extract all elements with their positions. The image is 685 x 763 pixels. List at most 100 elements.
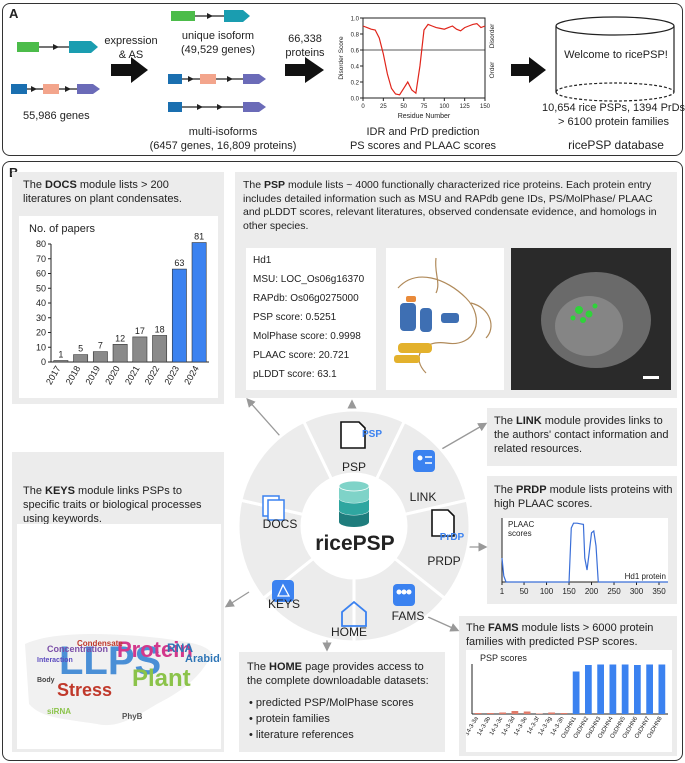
y-tick-label: 80: [36, 239, 46, 249]
panel-a: A: [2, 3, 685, 156]
wheel-label-prdp[interactable]: PRDP: [427, 554, 461, 568]
y-tick-label: 50: [36, 283, 46, 293]
disorder-score-plot: 0.0 0.2 0.4 0.6 0.8 1.0 0 25 50 75 100 125 150 Residu…: [338, 17, 496, 121]
psp-bar: [658, 664, 666, 714]
x-tick-label: 25: [380, 104, 387, 110]
y-tick-label: 0.2: [351, 81, 360, 87]
docs-icon-layer: [267, 499, 285, 521]
paper-bar: [132, 336, 148, 363]
y-tick-label: 0.0: [351, 97, 360, 103]
x-tick-label: 300: [630, 587, 644, 596]
wheel-label-link[interactable]: LINK: [409, 490, 437, 504]
wordcloud-word: PhyB: [122, 712, 143, 721]
home-icon: [341, 600, 367, 627]
wheel-label-psp[interactable]: PSP: [341, 460, 366, 474]
fams-icon-dot: [401, 589, 407, 595]
psp-bar: [523, 711, 531, 714]
multi-isoform-label: multi-isoforms (6457 genes, 16,809 prote…: [149, 126, 297, 152]
psp-bar: [609, 664, 617, 714]
link-icon: [413, 450, 435, 472]
x-tick-label: 75: [421, 104, 428, 110]
x-tick-label: 200: [585, 587, 599, 596]
bar-value-label: 1: [58, 350, 63, 360]
disorder-series-line: [362, 22, 486, 96]
psp-bar: [597, 664, 604, 714]
psp-bar: [646, 664, 653, 714]
psp-bar: [634, 665, 641, 714]
y-tick-label: 0.4: [351, 65, 360, 71]
wordcloud-word: RNA: [167, 641, 193, 655]
wordcloud-word: Protein: [117, 637, 193, 662]
fams-icon-dot: [396, 589, 402, 595]
y-tick-label: 20: [36, 328, 46, 338]
gene-structures-icon: [11, 10, 546, 112]
fams-icon: [393, 584, 415, 606]
x-tick-label: 100: [540, 587, 554, 596]
x-tick-label: 125: [460, 104, 471, 110]
wheel-label-fams[interactable]: FAMS: [391, 609, 425, 623]
bar-value-label: 81: [194, 232, 204, 242]
series-label: PSP scores: [480, 653, 527, 663]
x-tick-label: 50: [400, 104, 407, 110]
wordcloud-word: Body: [37, 677, 55, 684]
link-box: [487, 408, 677, 466]
y-axis-label: Disorder Score: [338, 36, 345, 80]
psp-bar: [487, 713, 494, 714]
wheel-label-docs[interactable]: DOCS: [262, 517, 298, 531]
link-description: The LINK module provides links to the au…: [494, 415, 669, 455]
home-bullet-3: • literature references: [249, 729, 354, 741]
y-tick-label: 30: [36, 313, 46, 323]
x-tick-label: 350: [652, 587, 666, 596]
paper-bar: [191, 242, 207, 363]
psp-bar: [548, 712, 555, 714]
paper-bar: [53, 360, 69, 363]
link-icon-dot: [417, 455, 423, 461]
wordcloud-word: LLPS: [59, 639, 161, 683]
psp-bar: [572, 671, 580, 714]
bar-value-label: 18: [155, 324, 165, 334]
unique-isoform-label: unique isoform (49,529 genes): [181, 30, 255, 56]
fams-icon-dot: [406, 589, 412, 595]
x-tick-label: 100: [439, 104, 450, 110]
bar-value-label: 17: [135, 326, 145, 336]
wheel-segment: [239, 419, 334, 517]
y-tick-label: 60: [36, 269, 46, 279]
wordcloud-shape: [25, 634, 212, 726]
psp-bar: [560, 713, 568, 714]
bar-value-label: 63: [174, 258, 184, 268]
psp-bar: [511, 711, 519, 714]
wordcloud-word: Stress: [57, 680, 112, 700]
wheel-label-keys[interactable]: KEYS: [267, 597, 300, 611]
series-label: PLAAC: [508, 520, 534, 529]
x-tick-label: 150: [562, 587, 576, 596]
wheel-label-home[interactable]: HOME: [331, 625, 367, 639]
db-layer-bottom: [339, 505, 369, 515]
fams-description: The FAMS module lists > 6000 protein fam…: [466, 622, 654, 648]
wordcloud-word: siRNA: [47, 707, 71, 716]
prdp-doc-icon: [431, 509, 455, 537]
psp-bar: [499, 712, 506, 714]
wordcloud-word: Arabidopsis: [185, 653, 221, 665]
home-description: The HOME page provides access to the com…: [247, 661, 429, 687]
docs-description: The DOCS module lists > 200 literatures …: [23, 179, 182, 205]
y-tick-label: 0.8: [351, 33, 360, 39]
prdp-icon-text: PrDP: [439, 532, 465, 543]
genes-label: 55,986 genes: [23, 110, 90, 122]
y-tick-label: 0.6: [351, 49, 360, 55]
protein-info-card: [246, 248, 376, 390]
psp-line-1: Hd1: [253, 255, 272, 266]
psp-line-7: pLDDT score: 63.1: [253, 369, 337, 380]
wordcloud-word: Plant: [132, 665, 191, 692]
db-layer-bottom: [339, 517, 369, 527]
paper-bar: [171, 268, 187, 363]
proteins-label: 66,338 proteins: [285, 33, 325, 59]
plaac-series-line: [501, 522, 668, 583]
x-tick-label: 150: [480, 104, 491, 110]
order-label: Order: [489, 61, 496, 78]
disorder-label: Disorder: [489, 23, 496, 48]
psp-bar: [621, 664, 629, 714]
bar-value-label: 5: [78, 344, 83, 354]
keys-description: The KEYS module links PSPs to specific t…: [23, 485, 202, 525]
expression-label: expression & AS: [104, 35, 158, 61]
